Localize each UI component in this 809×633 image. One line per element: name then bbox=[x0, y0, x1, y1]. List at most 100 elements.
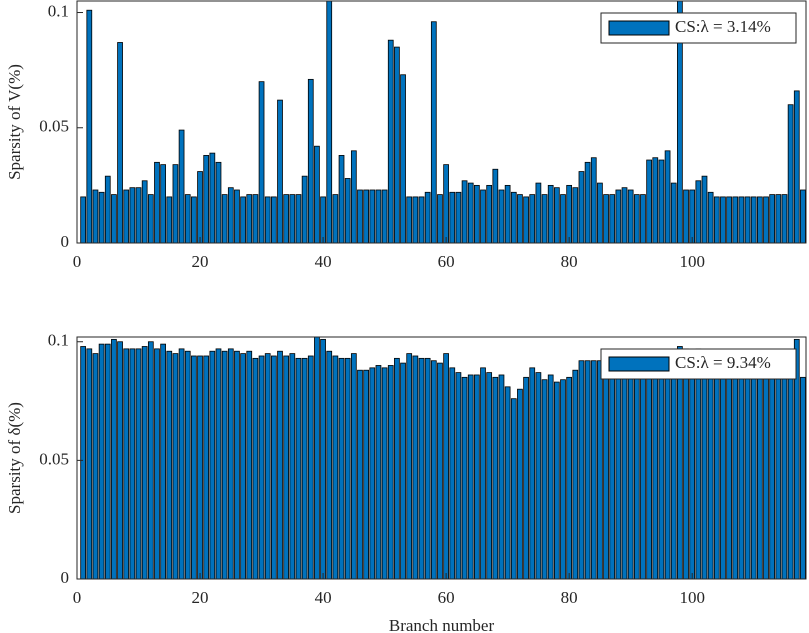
bar bbox=[394, 46, 400, 243]
bar bbox=[664, 150, 671, 243]
bar bbox=[301, 175, 308, 243]
bar bbox=[338, 155, 345, 243]
bar bbox=[443, 353, 449, 579]
bar bbox=[455, 372, 462, 579]
x-tick-label: 80 bbox=[561, 588, 578, 607]
bar bbox=[98, 343, 105, 579]
x-tick-label: 60 bbox=[438, 252, 455, 271]
bar bbox=[750, 196, 757, 243]
bar bbox=[172, 164, 179, 243]
bar bbox=[547, 184, 554, 243]
bar bbox=[480, 189, 486, 243]
bar bbox=[553, 381, 560, 579]
bar bbox=[160, 343, 166, 579]
bar bbox=[738, 376, 745, 579]
bar bbox=[578, 360, 585, 579]
x-tick-label: 40 bbox=[315, 252, 332, 271]
bar bbox=[320, 338, 326, 579]
bar bbox=[474, 374, 480, 579]
bar bbox=[104, 343, 111, 579]
bar bbox=[326, 350, 333, 579]
bars bbox=[80, 337, 806, 579]
bar bbox=[104, 175, 111, 243]
bar bbox=[166, 196, 173, 243]
bar bbox=[234, 350, 240, 579]
bar bbox=[123, 189, 130, 243]
bar bbox=[129, 348, 136, 579]
bar bbox=[744, 196, 751, 243]
bar bbox=[486, 372, 493, 579]
bar bbox=[424, 191, 431, 243]
bar bbox=[147, 341, 154, 579]
bar bbox=[498, 189, 505, 243]
bar bbox=[750, 376, 757, 579]
bar bbox=[720, 376, 726, 579]
bar bbox=[523, 376, 529, 579]
bar bbox=[800, 376, 806, 579]
bar bbox=[775, 376, 782, 579]
bar bbox=[178, 348, 185, 579]
bar bbox=[504, 386, 511, 579]
bar bbox=[344, 178, 351, 243]
x-tick-label: 60 bbox=[438, 588, 455, 607]
y-tick-label: 0 bbox=[61, 232, 70, 251]
bar bbox=[553, 187, 560, 243]
bar bbox=[726, 376, 732, 579]
bar bbox=[289, 194, 296, 243]
bar bbox=[504, 184, 511, 243]
bar bbox=[449, 191, 456, 243]
bar bbox=[609, 194, 616, 243]
bar bbox=[590, 360, 597, 579]
bar bbox=[350, 353, 357, 579]
bar bbox=[252, 357, 259, 579]
bar bbox=[154, 161, 160, 243]
bar bbox=[529, 367, 536, 579]
bar bbox=[111, 194, 117, 243]
bar bbox=[498, 374, 505, 579]
bar bbox=[732, 196, 739, 243]
bar bbox=[277, 350, 283, 579]
bar bbox=[787, 376, 794, 579]
bar bbox=[209, 350, 216, 579]
bar bbox=[166, 350, 173, 579]
bar bbox=[492, 376, 499, 579]
bar bbox=[467, 374, 474, 579]
bar bbox=[418, 196, 425, 243]
bar bbox=[141, 346, 148, 579]
bar bbox=[357, 189, 363, 243]
x-axis-label: Branch number bbox=[389, 616, 495, 633]
bar bbox=[197, 355, 203, 579]
bar bbox=[80, 346, 87, 579]
y-tick-label: 0.1 bbox=[48, 1, 69, 20]
bar bbox=[307, 355, 314, 579]
bar bbox=[566, 184, 573, 243]
bar bbox=[258, 355, 265, 579]
bar bbox=[283, 194, 290, 243]
bar bbox=[658, 376, 665, 579]
bar bbox=[640, 355, 646, 579]
bar bbox=[701, 175, 708, 243]
x-tick-label: 100 bbox=[679, 588, 705, 607]
bar bbox=[412, 196, 419, 243]
bar bbox=[270, 355, 277, 579]
bar bbox=[221, 350, 228, 579]
bar bbox=[523, 196, 529, 243]
bar bbox=[350, 150, 357, 243]
bar bbox=[289, 353, 296, 579]
bar bbox=[234, 189, 240, 243]
y-tick-label: 0.05 bbox=[39, 449, 69, 468]
bar bbox=[615, 353, 622, 579]
bar bbox=[793, 338, 800, 579]
axes-box bbox=[76, 336, 807, 580]
bar bbox=[215, 348, 222, 579]
bar bbox=[264, 353, 271, 579]
bar bbox=[757, 196, 763, 243]
y-axis-label: Sparsity of δ(%) bbox=[5, 402, 24, 514]
y-tick-label: 0.05 bbox=[39, 117, 69, 136]
bar bbox=[86, 348, 93, 579]
bar bbox=[314, 145, 320, 243]
bar bbox=[726, 196, 732, 243]
bar bbox=[363, 189, 369, 243]
bar bbox=[406, 196, 413, 243]
bar bbox=[92, 353, 99, 579]
